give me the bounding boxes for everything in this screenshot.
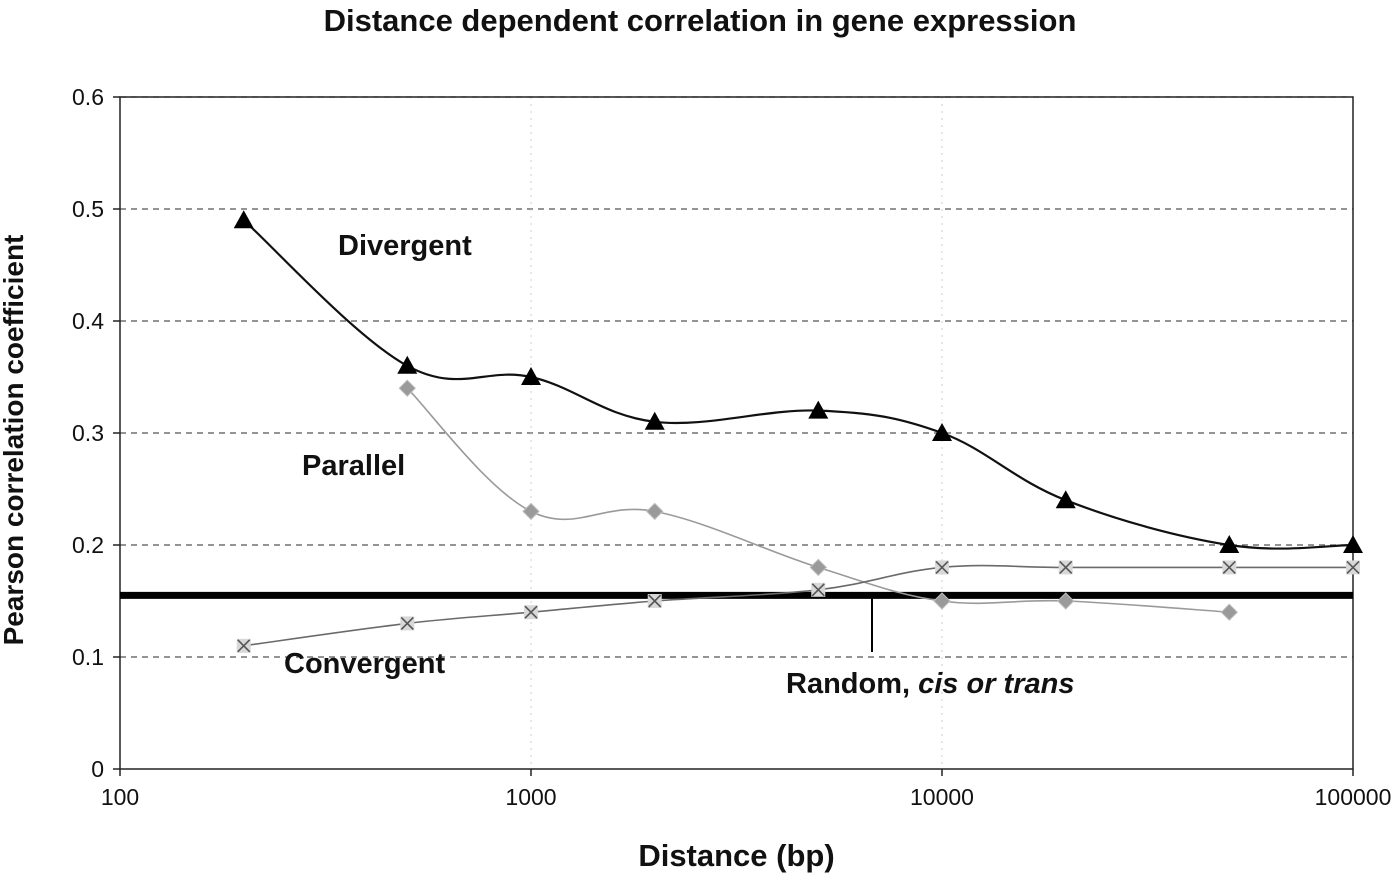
data-point-convergent xyxy=(811,582,826,597)
annotation-random: Random, cis or trans xyxy=(786,668,1074,701)
y-tick-label: 0.1 xyxy=(72,644,104,670)
x-tick-label: 100000 xyxy=(1315,784,1392,810)
data-point-divergent xyxy=(644,411,665,430)
x-tick-label: 1000 xyxy=(505,784,556,810)
y-tick-label: 0.6 xyxy=(72,84,104,110)
y-tick-label: 0.2 xyxy=(72,532,104,558)
series-parallel xyxy=(398,379,1238,621)
annotation-parallel: Parallel xyxy=(302,450,406,482)
data-point-convergent-stroke xyxy=(811,583,825,597)
data-point-convergent-stroke xyxy=(524,605,538,619)
data-point-convergent xyxy=(1346,560,1360,575)
data-point-convergent xyxy=(236,638,251,653)
data-point-convergent-stroke xyxy=(1059,560,1073,574)
data-point-parallel xyxy=(933,592,951,610)
data-point-convergent xyxy=(935,560,949,575)
data-point-parallel xyxy=(398,379,416,397)
data-point-convergent-stroke xyxy=(1346,560,1360,574)
data-point-convergent xyxy=(524,605,538,620)
x-axis-label: Distance (bp) xyxy=(638,838,835,873)
data-point-divergent xyxy=(1343,535,1363,553)
series-divergent xyxy=(233,210,1363,553)
y-tick-label: 0.5 xyxy=(72,196,104,222)
data-point-convergent xyxy=(1058,560,1073,575)
data-point-parallel xyxy=(1057,592,1075,610)
y-tick-label: 0 xyxy=(91,756,104,782)
data-point-parallel xyxy=(1220,603,1238,621)
data-point-convergent xyxy=(1222,560,1237,575)
data-point-convergent-stroke xyxy=(400,616,414,630)
data-point-convergent-stroke xyxy=(935,560,949,574)
data-point-convergent-stroke xyxy=(1222,560,1236,574)
data-point-divergent xyxy=(932,423,952,441)
data-point-convergent-stroke xyxy=(237,639,251,653)
data-point-convergent-stroke xyxy=(648,594,662,608)
data-point-convergent xyxy=(400,616,415,631)
data-point-divergent xyxy=(397,355,418,374)
data-point-divergent xyxy=(521,367,541,385)
y-tick-label: 0.4 xyxy=(72,308,104,334)
chart-title: Distance dependent correlation in gene e… xyxy=(323,3,1077,38)
annotation-divergent: Divergent xyxy=(338,230,472,262)
annotation-convergent: Convergent xyxy=(284,648,446,680)
series-line-convergent xyxy=(243,564,1353,647)
data-point-divergent xyxy=(1219,535,1240,553)
series-line-parallel xyxy=(406,387,1230,613)
data-point-divergent xyxy=(233,210,254,229)
data-point-divergent xyxy=(808,400,829,419)
data-point-convergent xyxy=(647,594,662,608)
y-tick-label: 0.3 xyxy=(72,420,104,446)
data-point-divergent xyxy=(1055,490,1076,509)
data-point-parallel xyxy=(522,502,540,521)
annotation-random-prefix: Random, xyxy=(786,668,919,700)
data-point-parallel xyxy=(646,502,664,521)
series-convergent xyxy=(236,560,1360,653)
y-axis-label: Pearson correlation coefficient xyxy=(0,234,29,646)
x-tick-label: 100 xyxy=(101,784,139,810)
x-tick-label: 10000 xyxy=(910,784,974,810)
annotation-random-italic: cis or trans xyxy=(918,668,1075,700)
data-point-parallel xyxy=(809,558,827,577)
